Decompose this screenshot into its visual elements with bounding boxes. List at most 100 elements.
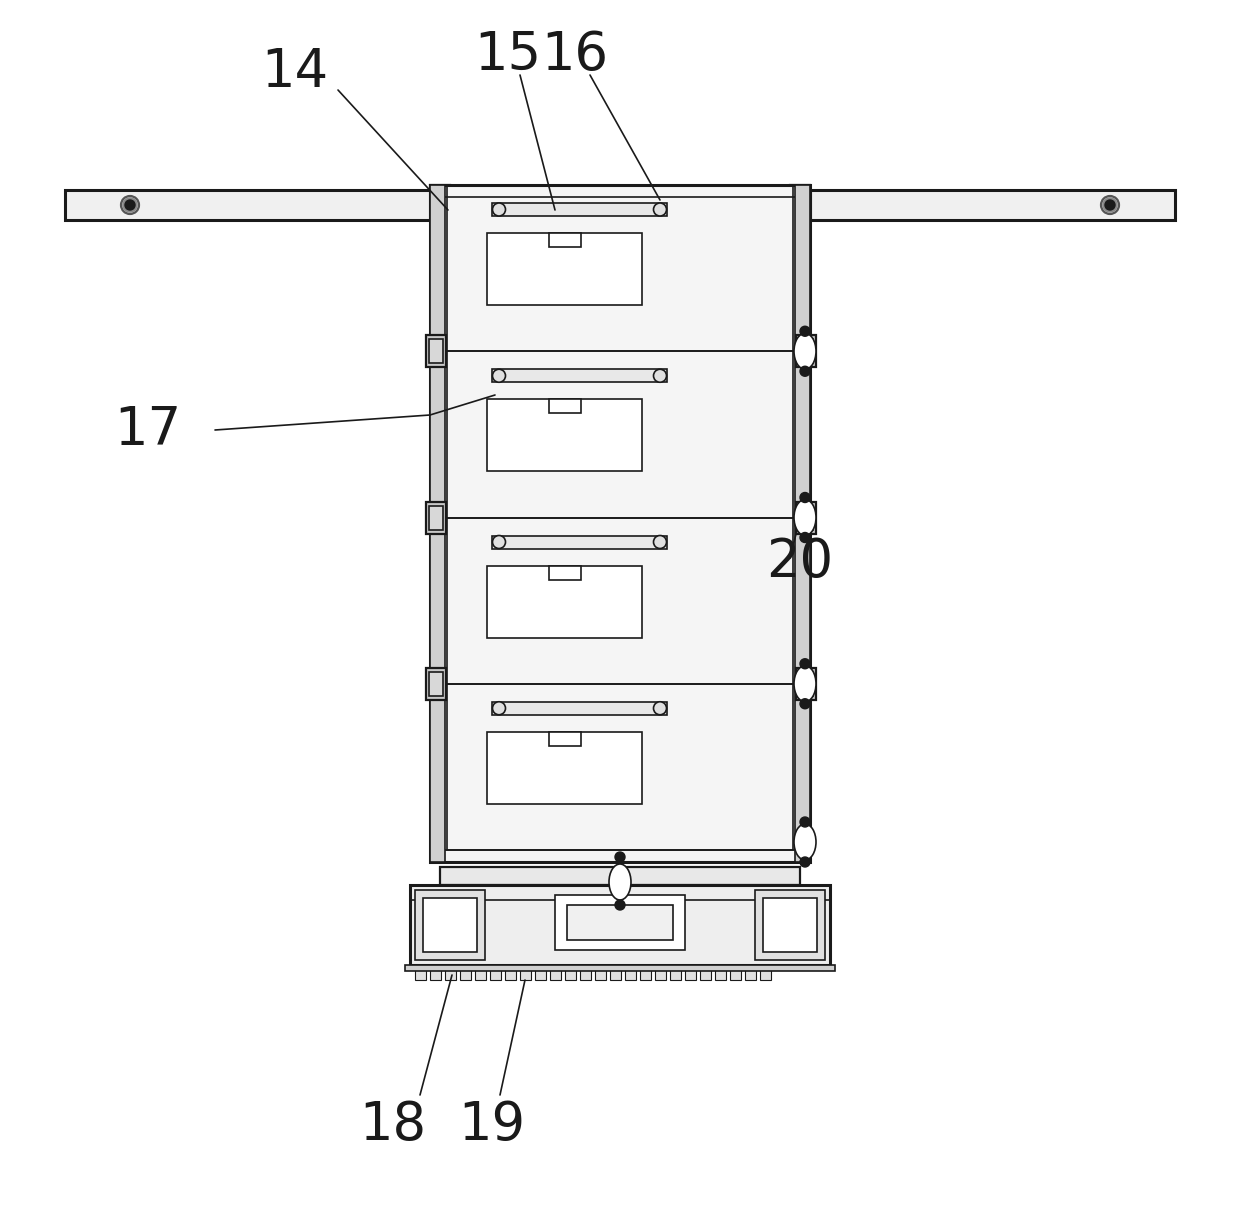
Bar bbox=[430, 185, 450, 189]
Bar bbox=[799, 339, 813, 363]
Text: 17: 17 bbox=[114, 404, 181, 456]
Text: 14: 14 bbox=[262, 46, 329, 98]
Bar bbox=[655, 966, 666, 980]
Bar bbox=[423, 898, 477, 952]
Bar bbox=[492, 536, 667, 548]
Bar bbox=[446, 518, 794, 683]
Bar bbox=[745, 966, 756, 980]
Bar bbox=[492, 369, 667, 383]
Ellipse shape bbox=[492, 369, 506, 383]
Bar bbox=[595, 966, 606, 980]
Ellipse shape bbox=[794, 333, 816, 369]
Bar bbox=[755, 890, 825, 960]
Bar bbox=[796, 501, 816, 533]
Bar bbox=[430, 185, 810, 862]
Ellipse shape bbox=[794, 500, 816, 536]
Bar bbox=[684, 966, 696, 980]
Bar bbox=[487, 731, 642, 804]
Bar bbox=[415, 966, 427, 980]
Bar bbox=[610, 966, 621, 980]
Text: 15: 15 bbox=[475, 29, 542, 81]
Bar bbox=[790, 185, 810, 189]
Bar bbox=[487, 400, 642, 471]
Circle shape bbox=[800, 326, 810, 337]
Bar bbox=[730, 966, 742, 980]
Ellipse shape bbox=[794, 824, 816, 861]
Ellipse shape bbox=[1101, 196, 1118, 214]
Bar bbox=[441, 197, 799, 850]
Bar bbox=[415, 890, 485, 960]
Circle shape bbox=[1105, 200, 1115, 210]
Bar bbox=[799, 672, 813, 695]
Bar bbox=[715, 966, 725, 980]
Circle shape bbox=[800, 659, 810, 669]
Bar bbox=[640, 966, 651, 980]
Bar bbox=[475, 966, 486, 980]
Bar bbox=[556, 896, 684, 950]
Circle shape bbox=[615, 900, 625, 910]
Bar bbox=[490, 966, 501, 980]
Circle shape bbox=[123, 198, 136, 212]
Bar bbox=[446, 683, 794, 850]
Bar bbox=[625, 966, 636, 980]
Bar bbox=[505, 966, 516, 980]
Bar bbox=[446, 351, 794, 518]
Circle shape bbox=[615, 852, 625, 862]
Bar bbox=[763, 898, 817, 952]
Bar bbox=[427, 501, 446, 533]
Bar bbox=[796, 336, 816, 367]
Circle shape bbox=[800, 532, 810, 542]
Bar bbox=[460, 966, 471, 980]
Bar bbox=[430, 185, 445, 862]
Ellipse shape bbox=[492, 536, 506, 548]
Text: 18: 18 bbox=[360, 1100, 427, 1151]
Ellipse shape bbox=[122, 196, 139, 214]
Bar bbox=[548, 566, 580, 579]
Bar bbox=[487, 233, 642, 305]
Circle shape bbox=[800, 366, 810, 377]
Bar bbox=[427, 336, 446, 367]
Circle shape bbox=[800, 699, 810, 709]
Ellipse shape bbox=[609, 864, 631, 900]
Bar bbox=[565, 966, 577, 980]
Circle shape bbox=[800, 492, 810, 502]
Ellipse shape bbox=[492, 203, 506, 216]
Text: 19: 19 bbox=[459, 1100, 526, 1151]
Ellipse shape bbox=[653, 536, 667, 548]
Ellipse shape bbox=[653, 701, 667, 715]
Bar bbox=[427, 667, 446, 700]
Circle shape bbox=[800, 857, 810, 867]
Ellipse shape bbox=[653, 369, 667, 383]
Bar bbox=[799, 506, 813, 530]
Bar bbox=[534, 966, 546, 980]
Circle shape bbox=[125, 200, 135, 210]
Circle shape bbox=[800, 817, 810, 827]
Bar bbox=[446, 185, 794, 351]
Bar bbox=[487, 566, 642, 637]
Bar bbox=[64, 189, 430, 220]
Bar bbox=[548, 731, 580, 746]
Bar bbox=[430, 966, 441, 980]
Bar bbox=[760, 966, 771, 980]
Bar bbox=[548, 400, 580, 413]
Ellipse shape bbox=[653, 203, 667, 216]
Bar bbox=[410, 885, 830, 966]
Bar bbox=[548, 233, 580, 247]
Bar bbox=[445, 966, 456, 980]
Bar bbox=[795, 185, 810, 862]
Bar bbox=[810, 189, 1176, 220]
Bar bbox=[580, 966, 591, 980]
Bar bbox=[429, 339, 443, 363]
Bar bbox=[429, 506, 443, 530]
Text: 20: 20 bbox=[766, 536, 833, 588]
Text: 16: 16 bbox=[542, 29, 609, 81]
Bar bbox=[551, 966, 560, 980]
Bar bbox=[796, 667, 816, 700]
Circle shape bbox=[1104, 198, 1117, 212]
Bar bbox=[440, 867, 800, 885]
Bar bbox=[670, 966, 681, 980]
Bar bbox=[701, 966, 711, 980]
Ellipse shape bbox=[794, 666, 816, 701]
Bar bbox=[492, 701, 667, 715]
Ellipse shape bbox=[492, 701, 506, 715]
